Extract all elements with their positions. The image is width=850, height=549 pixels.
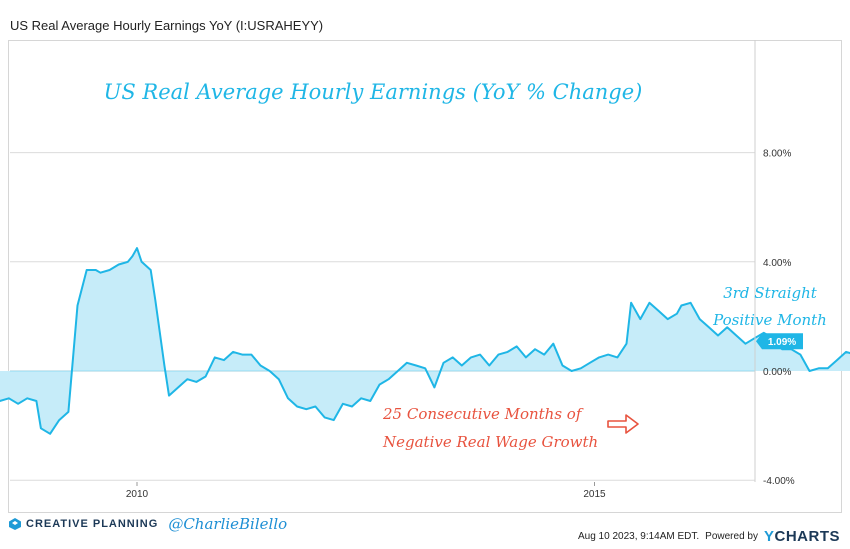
annotation-negative-line: 25 Consecutive Months of: [382, 405, 584, 423]
y-tick-label: 4.00%: [763, 258, 791, 269]
y-tick-label: 0.00%: [763, 367, 791, 378]
author-handle[interactable]: @CharlieBilello: [168, 515, 288, 533]
area-layer: [0, 247, 850, 435]
chart-title: US Real Average Hourly Earnings (YoY % C…: [104, 80, 643, 104]
annotation-negative-line: Negative Real Wage Growth: [382, 433, 598, 451]
annotation-positive-line: Positive Month: [712, 311, 827, 329]
annotation-positive-line: 3rd Straight: [723, 284, 818, 302]
footer-brand: CREATIVE PLANNING @CharlieBilello: [8, 515, 287, 533]
x-tick-label: 2015: [583, 489, 606, 500]
annotation-layer: 3rd Straight Positive Month 25 Consecutive…: [382, 284, 827, 451]
powered-by-label: Powered by: [705, 531, 758, 542]
axis-layer: 8.00%4.00%0.00%-4.00%2010201520201.09%: [126, 40, 803, 500]
chart-frame: [8, 40, 842, 513]
last-value-tag: [756, 333, 803, 350]
y-tick-label: -4.00%: [763, 476, 795, 487]
brand-name: CREATIVE PLANNING: [26, 518, 159, 530]
page-title: US Real Average Hourly Earnings YoY (I:U…: [10, 18, 324, 33]
annotation-arrow-icon: [607, 414, 639, 434]
y-tick-label: 8.00%: [763, 149, 791, 160]
ycharts-logo-rest: CHARTS: [774, 528, 840, 545]
ycharts-logo-y: Y: [763, 528, 775, 545]
ycharts-logo[interactable]: YCHARTS: [764, 528, 840, 545]
footer-attribution: Aug 10 2023, 9:14AM EDT. Powered by YCHA…: [578, 528, 840, 545]
creative-planning-logo-icon: [9, 518, 21, 530]
series-line: [0, 247, 850, 435]
x-tick-label: 2010: [126, 489, 149, 500]
timestamp: Aug 10 2023, 9:14AM EDT.: [577, 531, 700, 542]
last-value-label: 1.09%: [768, 337, 796, 348]
series-area-fill: [0, 248, 850, 434]
